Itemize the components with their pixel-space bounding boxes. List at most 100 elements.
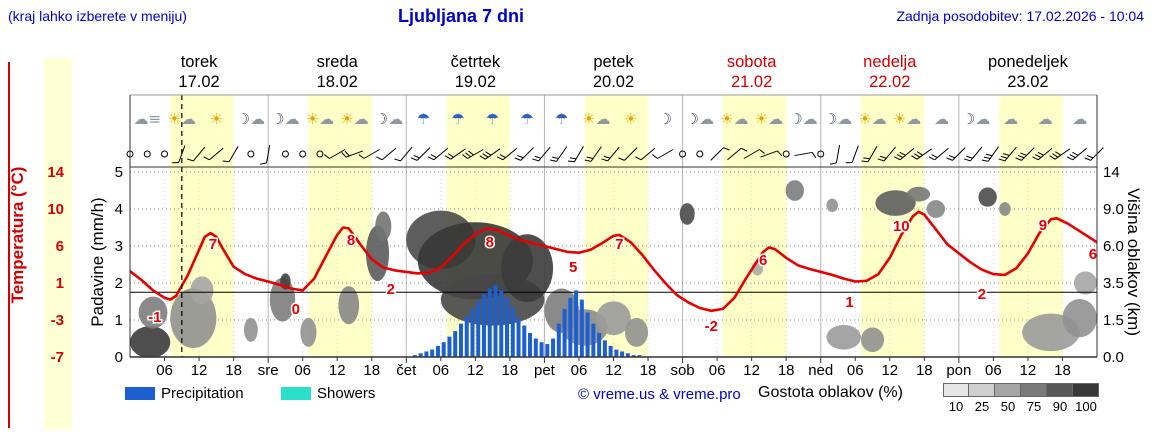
cloud-density-scale-cell bbox=[1073, 383, 1099, 397]
moon-icon: ☽ bbox=[659, 110, 672, 128]
wind-calm-icon bbox=[161, 150, 169, 158]
line bbox=[1020, 152, 1027, 156]
x-tick-label: 18 bbox=[502, 362, 519, 379]
line bbox=[896, 154, 904, 158]
line bbox=[911, 155, 918, 160]
cloud-density-scale-value: 50 bbox=[1000, 399, 1016, 414]
x-tick-label: čet bbox=[396, 362, 417, 379]
line bbox=[710, 147, 724, 161]
partly-sunny-icon: ☀☁ bbox=[306, 110, 334, 128]
temperature-value-label: 2 bbox=[387, 281, 395, 298]
precipitation-bar bbox=[487, 288, 492, 357]
wind-barb-icon bbox=[550, 146, 568, 162]
line bbox=[413, 154, 420, 159]
line bbox=[899, 151, 906, 156]
cloud-blob bbox=[926, 200, 946, 218]
showers-legend-swatch bbox=[281, 387, 311, 400]
line bbox=[1066, 156, 1074, 161]
cloudy-icon: ☁ bbox=[1003, 110, 1018, 128]
temperature-value-label: 0 bbox=[292, 301, 300, 318]
line bbox=[186, 158, 194, 162]
wind-barb-icon bbox=[894, 147, 915, 161]
wind-calm-icon bbox=[679, 150, 687, 158]
rain-icon: ☂ bbox=[486, 110, 499, 128]
line bbox=[928, 156, 935, 161]
line bbox=[376, 156, 383, 161]
rain-icon: ☂ bbox=[451, 110, 464, 128]
wind-barb-icon bbox=[1066, 147, 1087, 161]
x-tick-label: 18 bbox=[640, 362, 657, 379]
wind-barb-icon bbox=[1084, 147, 1104, 161]
precipitation-layer bbox=[412, 284, 642, 357]
precipitation-bar bbox=[505, 297, 510, 357]
day-name-label: sreda bbox=[317, 53, 359, 71]
line bbox=[861, 160, 869, 163]
wind-barb-icon bbox=[427, 147, 449, 161]
daylight-band bbox=[308, 95, 372, 357]
cloud-axis-tick: 1.5 bbox=[1103, 312, 1124, 329]
line bbox=[172, 161, 179, 164]
partly-sunny-icon: ☀☁ bbox=[755, 110, 783, 128]
cloud-blob bbox=[1062, 299, 1097, 338]
wind-calm-icon bbox=[696, 150, 704, 158]
line bbox=[760, 150, 778, 158]
line bbox=[1069, 154, 1076, 158]
rain-icon: ☂ bbox=[520, 110, 533, 128]
line bbox=[341, 151, 347, 158]
temperature-value-label: 2 bbox=[978, 286, 986, 303]
line bbox=[894, 156, 901, 161]
precipitation-bar bbox=[614, 349, 619, 357]
wind-barb-icon bbox=[727, 147, 748, 161]
x-tick-label: 18 bbox=[363, 362, 380, 379]
line bbox=[178, 145, 186, 163]
x-tick-label: 06 bbox=[294, 362, 311, 379]
line bbox=[1037, 151, 1044, 156]
precipitation-bar bbox=[528, 332, 533, 357]
line bbox=[427, 156, 435, 161]
wind-barb-icon bbox=[1049, 148, 1071, 160]
precipitation-bar bbox=[637, 355, 642, 357]
line bbox=[567, 160, 575, 163]
wind-barb-icon bbox=[652, 149, 674, 159]
precipitation-bar bbox=[602, 340, 607, 357]
x-tick-label: 06 bbox=[847, 362, 864, 379]
wind-barb-icon bbox=[222, 145, 239, 163]
page-title: Ljubljana 7 dni bbox=[397, 6, 524, 26]
line bbox=[1084, 157, 1091, 161]
line bbox=[550, 159, 557, 162]
sunny-icon: ☀ bbox=[624, 110, 637, 128]
wind-barb-icon bbox=[861, 145, 878, 163]
line bbox=[934, 147, 949, 161]
day-date-label: 21.02 bbox=[731, 73, 772, 91]
precipitation-bar bbox=[435, 345, 440, 357]
wind-barb-icon bbox=[584, 146, 602, 162]
line bbox=[1003, 153, 1010, 157]
precipitation-bar bbox=[545, 344, 550, 357]
cloudy-icon: ☁ bbox=[1072, 110, 1087, 128]
cloud-axis-tick: 14 bbox=[1103, 164, 1120, 181]
x-tick-label: 12 bbox=[881, 362, 898, 379]
line bbox=[963, 158, 971, 162]
line bbox=[794, 151, 813, 157]
cloud-blob bbox=[907, 186, 931, 202]
line bbox=[266, 145, 271, 163]
daylight-band bbox=[999, 95, 1063, 357]
x-tick-label: 12 bbox=[467, 362, 484, 379]
line bbox=[845, 161, 853, 164]
line bbox=[410, 157, 418, 161]
copyright-link[interactable]: © vreme.us & vreme.pro bbox=[578, 386, 741, 403]
cloud-density-scale-cell bbox=[1021, 383, 1047, 397]
cloud-blob bbox=[501, 234, 554, 303]
x-tick-label: 06 bbox=[985, 362, 1002, 379]
x-tick-label: sob bbox=[670, 362, 694, 379]
temperature-value-label: 8 bbox=[486, 234, 494, 251]
x-tick-label: 12 bbox=[743, 362, 760, 379]
precipitation-bar bbox=[499, 290, 504, 357]
line bbox=[1032, 156, 1039, 161]
line bbox=[1017, 154, 1025, 159]
line bbox=[574, 145, 584, 163]
partly-sunny-icon: ☀☁ bbox=[720, 110, 748, 128]
moon-cloud-icon: ☽☁ bbox=[237, 110, 265, 128]
cloud-density-scale-value: 25 bbox=[974, 399, 990, 414]
